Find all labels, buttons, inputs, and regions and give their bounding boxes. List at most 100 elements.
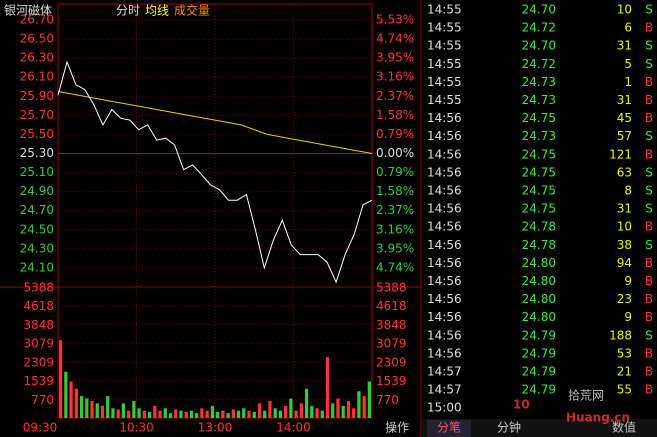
header-tab[interactable]: 成交量 xyxy=(174,3,210,18)
trade-price: 24.70 xyxy=(522,3,556,17)
volume-tick-label: 2309 xyxy=(376,355,407,369)
volume-bar xyxy=(315,408,319,418)
volume-bar xyxy=(346,400,351,418)
price-tick-label: 26.10 xyxy=(20,70,54,84)
trade-time: 14:56 xyxy=(427,328,462,342)
volume-bar xyxy=(231,409,235,418)
volume-bar xyxy=(79,396,84,418)
watermark: 拾荒网 xyxy=(568,388,604,403)
trade-volume: 9 xyxy=(624,274,632,288)
trade-price: 24.75 xyxy=(522,147,556,161)
trade-side: S xyxy=(645,129,653,143)
active-tab xyxy=(427,420,471,437)
watermark: 10 xyxy=(513,398,530,412)
time-label: 09:30 xyxy=(23,421,58,435)
volume-tick-label: 1539 xyxy=(23,374,54,388)
volume-bar xyxy=(289,398,293,418)
trade-volume: 8 xyxy=(624,184,632,198)
percent-tick-label: 5.53% xyxy=(376,13,414,27)
price-tick-label: 24.30 xyxy=(20,241,54,255)
volume-bar xyxy=(236,410,241,418)
header-tab[interactable]: 分时 xyxy=(116,4,140,18)
trade-side: B xyxy=(645,111,653,125)
volume-bar xyxy=(142,410,146,418)
volume-bar xyxy=(132,400,136,418)
percent-tick-label: 3.16% xyxy=(376,70,414,84)
volume-bar xyxy=(69,381,73,418)
trade-side: B xyxy=(645,383,653,397)
volume-bar xyxy=(127,410,131,418)
trade-volume: 121 xyxy=(609,147,632,161)
volume-bar xyxy=(341,405,345,418)
trade-time: 14:56 xyxy=(427,256,462,270)
header-tab[interactable]: 均线 xyxy=(145,4,169,18)
volume-bar xyxy=(257,403,262,418)
volume-tick-label: 4618 xyxy=(23,299,54,313)
percent-tick-label: 1.58% xyxy=(376,108,414,122)
stock-name: 银河磁体 xyxy=(4,3,52,18)
trade-side: S xyxy=(645,184,653,198)
volume-bar xyxy=(168,413,173,418)
footer-tab[interactable]: 数值 xyxy=(612,420,636,435)
trade-side: B xyxy=(645,292,653,306)
price-tick-label: 25.90 xyxy=(20,89,54,103)
trade-volume: 55 xyxy=(617,383,632,397)
trade-side: B xyxy=(645,147,653,161)
volume-tick-label: 770 xyxy=(31,393,54,407)
price-tick-label: 25.70 xyxy=(20,108,54,122)
trade-volume: 188 xyxy=(609,328,632,342)
trade-time: 14:56 xyxy=(427,111,462,125)
price-tick-label: 26.30 xyxy=(20,51,54,65)
trade-price: 24.73 xyxy=(522,93,556,107)
volume-bar xyxy=(273,408,277,418)
trade-price: 24.72 xyxy=(522,57,556,71)
trade-time: 14:57 xyxy=(427,383,462,397)
trade-volume: 94 xyxy=(617,256,632,270)
volume-bar xyxy=(200,408,204,418)
price-tick-label: 25.30 xyxy=(20,146,54,160)
volume-bar xyxy=(331,403,335,418)
footer-tab[interactable]: 分钟 xyxy=(497,420,521,435)
trade-volume: 53 xyxy=(617,346,632,360)
trade-price: 24.72 xyxy=(522,21,556,35)
volume-tick-label: 4618 xyxy=(376,299,407,313)
trade-volume: 57 xyxy=(617,129,632,143)
price-tick-label: 24.50 xyxy=(20,222,54,236)
volume-bar xyxy=(189,410,194,418)
watermark: Huang.cn xyxy=(566,411,630,425)
trade-price: 24.75 xyxy=(522,111,556,125)
volume-bar xyxy=(95,403,99,418)
trade-volume: 38 xyxy=(617,238,632,252)
trade-time: 14:57 xyxy=(427,365,462,379)
trade-time: 14:55 xyxy=(427,57,462,71)
trade-side: B xyxy=(645,365,653,379)
footer-tab[interactable]: 分笔 xyxy=(437,420,461,435)
trade-price: 24.80 xyxy=(522,310,556,324)
percent-tick-label: 0.00% xyxy=(376,146,414,160)
trade-side: B xyxy=(645,256,653,270)
percent-tick-label: 0.79% xyxy=(376,165,414,179)
volume-bar xyxy=(284,405,288,418)
trade-side: S xyxy=(645,238,653,252)
footer-tab[interactable]: 操作 xyxy=(385,420,409,435)
trade-price: 24.80 xyxy=(522,256,556,270)
volume-bar xyxy=(367,381,371,418)
volume-bar xyxy=(304,388,309,418)
trade-side: B xyxy=(645,274,653,288)
trade-volume: 1 xyxy=(624,75,632,89)
trade-price: 24.79 xyxy=(522,346,556,360)
trade-time: 14:56 xyxy=(427,310,462,324)
trade-price: 24.80 xyxy=(522,292,556,306)
trade-volume: 31 xyxy=(617,39,632,53)
trade-price: 24.78 xyxy=(522,220,556,234)
price-tick-label: 24.10 xyxy=(20,260,54,274)
volume-bar xyxy=(147,411,152,418)
trade-volume: 10 xyxy=(617,3,632,17)
volume-tick-label: 5388 xyxy=(23,281,54,295)
trade-price: 24.75 xyxy=(522,165,556,179)
trade-price: 24.78 xyxy=(522,238,556,252)
volume-tick-label: 3079 xyxy=(23,337,54,351)
volume-bar xyxy=(64,371,68,418)
trade-time: 14:56 xyxy=(427,346,462,360)
price-tick-label: 26.70 xyxy=(20,13,54,27)
